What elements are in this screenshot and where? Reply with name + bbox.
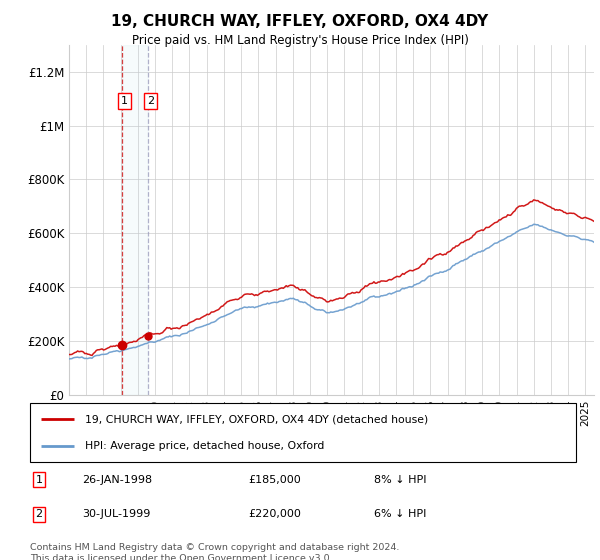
FancyBboxPatch shape — [30, 403, 576, 462]
Text: 1: 1 — [121, 96, 128, 106]
Text: HPI: Average price, detached house, Oxford: HPI: Average price, detached house, Oxfo… — [85, 441, 324, 451]
Text: 26-JAN-1998: 26-JAN-1998 — [82, 475, 152, 484]
Text: 2: 2 — [147, 96, 154, 106]
Text: 30-JUL-1999: 30-JUL-1999 — [82, 510, 150, 519]
Bar — [122, 45, 148, 395]
Text: 1: 1 — [35, 475, 43, 484]
Text: 19, CHURCH WAY, IFFLEY, OXFORD, OX4 4DY: 19, CHURCH WAY, IFFLEY, OXFORD, OX4 4DY — [112, 14, 488, 29]
Text: £220,000: £220,000 — [248, 510, 301, 519]
Text: 6% ↓ HPI: 6% ↓ HPI — [374, 510, 427, 519]
Text: 19, CHURCH WAY, IFFLEY, OXFORD, OX4 4DY (detached house): 19, CHURCH WAY, IFFLEY, OXFORD, OX4 4DY … — [85, 414, 428, 424]
Text: Price paid vs. HM Land Registry's House Price Index (HPI): Price paid vs. HM Land Registry's House … — [131, 34, 469, 46]
Text: £185,000: £185,000 — [248, 475, 301, 484]
Text: Contains HM Land Registry data © Crown copyright and database right 2024.
This d: Contains HM Land Registry data © Crown c… — [30, 543, 400, 560]
Text: 2: 2 — [35, 510, 43, 519]
Text: 8% ↓ HPI: 8% ↓ HPI — [374, 475, 427, 484]
